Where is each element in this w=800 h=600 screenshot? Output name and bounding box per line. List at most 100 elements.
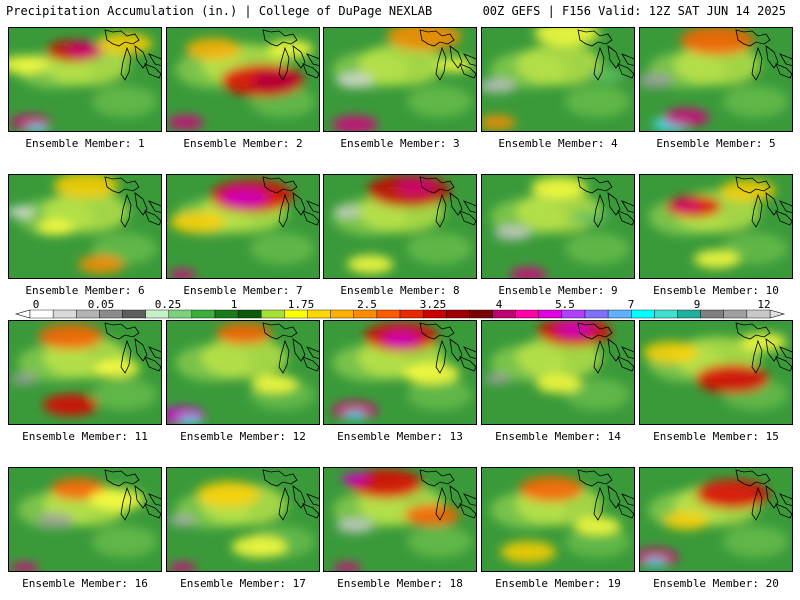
colorbar-tick-label: 0	[33, 298, 40, 311]
colorbar-tick-label: 12	[757, 298, 770, 311]
great-lakes-outline	[735, 322, 792, 374]
colorbar-segment	[399, 309, 424, 319]
colorbar-segment	[168, 309, 193, 319]
ensemble-panel-2	[166, 27, 320, 132]
colorbar-segment	[214, 309, 239, 319]
colorbar-segment	[538, 309, 563, 319]
ensemble-member-label: Ensemble Member: 5	[656, 137, 776, 150]
colorbar-segment	[376, 309, 401, 319]
colorbar-segment	[145, 309, 169, 319]
ensemble-panel-10	[639, 174, 793, 279]
run-info: 00Z GEFS | F156 Valid: 12Z SAT JUN 14 20…	[482, 4, 786, 18]
ensemble-member-label: Ensemble Member: 17	[180, 577, 306, 590]
great-lakes-outline	[262, 176, 319, 228]
colorbar-tick-label: 1.75	[288, 298, 315, 311]
colorbar-tick-label: 0.05	[88, 298, 115, 311]
ensemble-member-label: Ensemble Member: 20	[653, 577, 779, 590]
colorbar-segment	[746, 309, 771, 319]
ensemble-panel-12	[166, 320, 320, 425]
colorbar-segment	[584, 309, 609, 319]
colorbar: 0 0.05 0.25 1 1.75 2.5 3.25 4 5.5 7 9 12	[14, 298, 786, 319]
colorbar-tick-label: 1	[231, 298, 238, 311]
ensemble-panel-8	[323, 174, 477, 279]
ensemble-panel-16	[8, 467, 162, 572]
great-lakes-outline	[419, 469, 476, 521]
ensemble-member-label: Ensemble Member: 2	[183, 137, 303, 150]
colorbar-segment	[307, 309, 331, 319]
ensemble-member-label: Ensemble Member: 13	[337, 430, 463, 443]
colorbar-segment	[446, 309, 470, 319]
colorbar-segment	[122, 309, 146, 319]
colorbar-segment	[677, 309, 701, 319]
great-lakes-outline	[262, 29, 319, 81]
colorbar-tick-label: 7	[628, 298, 635, 311]
colorbar-segment	[284, 309, 308, 319]
colorbar-segment	[492, 309, 516, 319]
colorbar-segment	[76, 309, 100, 319]
great-lakes-outline	[419, 322, 476, 374]
great-lakes-outline	[419, 176, 476, 228]
great-lakes-outline	[577, 29, 634, 81]
colorbar-segment	[237, 309, 262, 319]
ensemble-panel-14	[481, 320, 635, 425]
ensemble-panel-13	[323, 320, 477, 425]
ensemble-member-label: Ensemble Member: 1	[25, 137, 145, 150]
colorbar-segment	[631, 309, 655, 319]
ensemble-member-label: Ensemble Member: 12	[180, 430, 306, 443]
colorbar-right-arrow	[769, 309, 786, 319]
ensemble-member-label: Ensemble Member: 19	[495, 577, 621, 590]
great-lakes-outline	[262, 469, 319, 521]
colorbar-segment	[330, 309, 354, 319]
colorbar-segment	[353, 309, 378, 319]
colorbar-segment	[607, 309, 632, 319]
ensemble-panel-11	[8, 320, 162, 425]
colorbar-segment	[700, 309, 724, 319]
colorbar-segment	[561, 309, 586, 319]
ensemble-panel-9	[481, 174, 635, 279]
colorbar-segment	[723, 309, 748, 319]
colorbar-tick-label: 3.25	[420, 298, 447, 311]
colorbar-left-arrow	[14, 309, 31, 319]
ensemble-panel-19	[481, 467, 635, 572]
ensemble-panel-5	[639, 27, 793, 132]
colorbar-tick-label: 9	[694, 298, 701, 311]
ensemble-member-label: Ensemble Member: 7	[183, 284, 303, 297]
colorbar-segment	[654, 309, 678, 319]
great-lakes-outline	[735, 29, 792, 81]
great-lakes-outline	[104, 469, 161, 521]
ensemble-panel-3	[323, 27, 477, 132]
great-lakes-outline	[577, 322, 634, 374]
colorbar-segment	[191, 309, 216, 319]
ensemble-member-label: Ensemble Member: 4	[498, 137, 618, 150]
colorbar-tick-label: 4	[496, 298, 503, 311]
colorbar-segment	[422, 309, 447, 319]
great-lakes-outline	[104, 322, 161, 374]
ensemble-member-label: Ensemble Member: 14	[495, 430, 621, 443]
ensemble-panel-7	[166, 174, 320, 279]
great-lakes-outline	[104, 176, 161, 228]
ensemble-panel-18	[323, 467, 477, 572]
ensemble-panel-17	[166, 467, 320, 572]
colorbar-segment	[29, 309, 54, 319]
colorbar-segment	[261, 309, 285, 319]
great-lakes-outline	[104, 29, 161, 81]
great-lakes-outline	[419, 29, 476, 81]
ensemble-member-label: Ensemble Member: 11	[22, 430, 148, 443]
colorbar-segment	[52, 309, 77, 319]
great-lakes-outline	[577, 469, 634, 521]
colorbar-tick-label: 2.5	[357, 298, 377, 311]
colorbar-segment	[99, 309, 123, 319]
ensemble-member-label: Ensemble Member: 15	[653, 430, 779, 443]
ensemble-member-label: Ensemble Member: 8	[340, 284, 460, 297]
ensemble-panel-20	[639, 467, 793, 572]
ensemble-member-label: Ensemble Member: 10	[653, 284, 779, 297]
colorbar-tick-label: 0.25	[155, 298, 182, 311]
ensemble-member-label: Ensemble Member: 9	[498, 284, 618, 297]
ensemble-member-label: Ensemble Member: 6	[25, 284, 145, 297]
ensemble-panel-4	[481, 27, 635, 132]
great-lakes-outline	[735, 176, 792, 228]
colorbar-segment	[515, 309, 539, 319]
ensemble-panel-1	[8, 27, 162, 132]
ensemble-member-label: Ensemble Member: 18	[337, 577, 463, 590]
great-lakes-outline	[262, 322, 319, 374]
